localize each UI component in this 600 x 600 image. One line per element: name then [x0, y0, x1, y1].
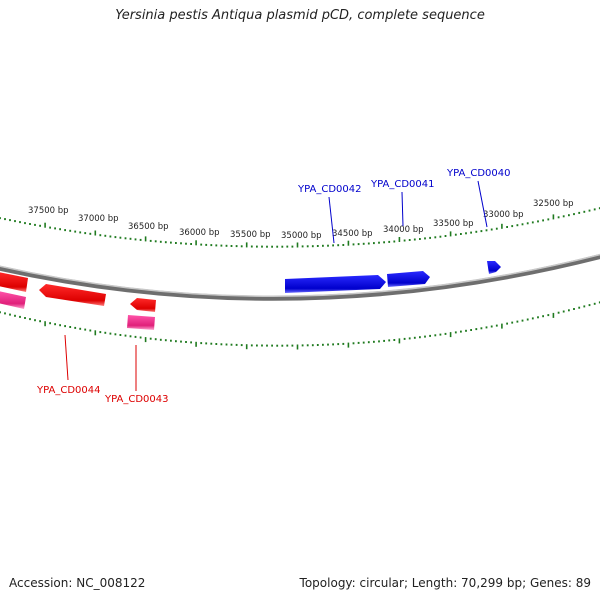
forward-gene-group: [285, 261, 501, 293]
gene-arrow-ypa-cd0044[interactable]: [39, 284, 106, 306]
leader-line: [328, 196, 335, 244]
gene-arrow-ypa-cd0041[interactable]: [387, 271, 430, 287]
tick-label: 36000 bp: [179, 228, 220, 238]
leader-line: [64, 334, 69, 381]
gene-arrow-ypa-cd0040[interactable]: [487, 261, 501, 274]
gene-label-ypa-cd0040[interactable]: YPA_CD0040: [446, 168, 510, 179]
reverse-gene-group: [0, 272, 156, 330]
gene-label-ypa-cd0041[interactable]: YPA_CD0041: [370, 179, 434, 190]
tick-label: 34000 bp: [383, 225, 424, 235]
plasmid-backbone: [0, 253, 600, 301]
leader-line: [401, 191, 404, 227]
gene-arrow-ypa-cd0043[interactable]: [127, 315, 155, 330]
tick-label: 37500 bp: [28, 206, 69, 216]
map-title: Yersinia pestis Antiqua plasmid pCD, com…: [115, 8, 485, 23]
tick-label: 37000 bp: [78, 214, 119, 224]
inner-tick-ring: [0, 301, 600, 350]
plasmid-backbone-highlight: [0, 253, 600, 297]
tick-label: 33500 bp: [433, 219, 474, 229]
gene-arrow-ypa-cd0043-red[interactable]: [130, 298, 156, 312]
tick-label-group: 37500 bp 37000 bp 36500 bp 36000 bp 3550…: [28, 199, 574, 241]
gene-label-ypa-cd0044[interactable]: YPA_CD0044: [36, 385, 100, 396]
accession-label: Accession: NC_008122: [9, 576, 146, 590]
topology-summary: Topology: circular; Length: 70,299 bp; G…: [299, 576, 591, 590]
tick-label: 36500 bp: [128, 222, 169, 232]
tick-label: 35000 bp: [281, 231, 322, 241]
tick-label: 32500 bp: [533, 199, 574, 209]
gene-label-ypa-cd0042[interactable]: YPA_CD0042: [297, 184, 361, 195]
tick-label: 35500 bp: [230, 230, 271, 240]
tick-label: 33000 bp: [483, 210, 524, 220]
leader-lines: [64, 180, 488, 391]
gene-arrow-ypa-cd0042[interactable]: [285, 275, 386, 293]
gene-arrow-red-edge[interactable]: [0, 272, 28, 292]
gene-arrow-pink-edge[interactable]: [0, 291, 26, 309]
gene-label-ypa-cd0043[interactable]: YPA_CD0043: [104, 394, 168, 405]
leader-line: [477, 180, 488, 228]
tick-label: 34500 bp: [332, 229, 373, 239]
